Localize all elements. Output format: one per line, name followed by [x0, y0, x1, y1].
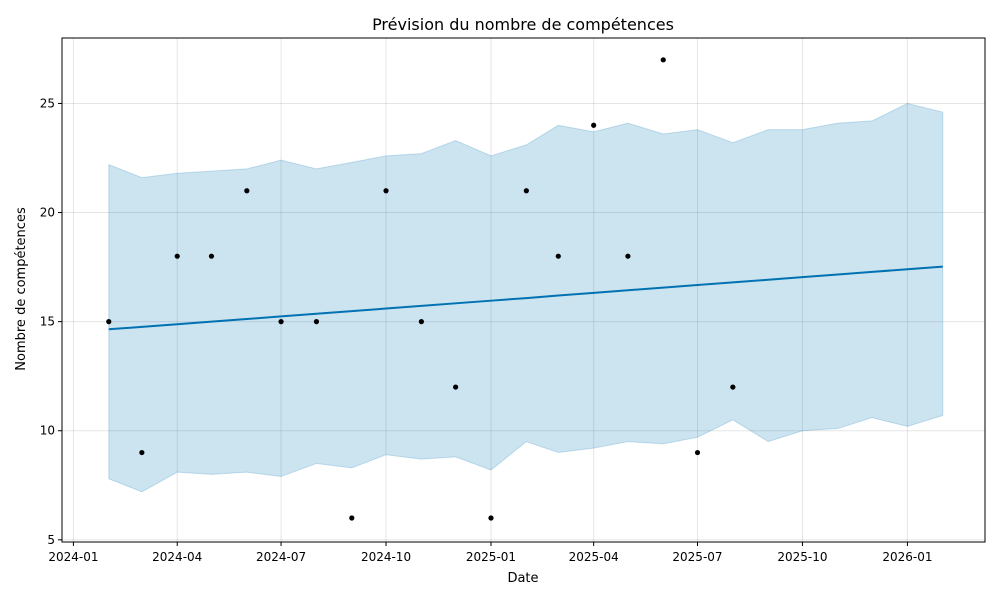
forecast-line-layer	[108, 265, 943, 331]
observed-point	[244, 188, 250, 194]
x-tick-label: 2026-01	[882, 550, 932, 564]
observed-point	[383, 188, 389, 194]
observed-point	[139, 449, 145, 456]
observed-points-layer	[106, 57, 736, 521]
y-tick-label: 5	[47, 533, 55, 547]
y-tick-label: 10	[40, 424, 55, 438]
observed-point	[418, 319, 424, 325]
x-tick-label: 2024-04	[152, 550, 202, 564]
y-axis-label: Nombre de compétences	[14, 207, 29, 371]
observed-point	[174, 253, 180, 259]
x-tick-label: 2024-10	[361, 550, 411, 564]
chart-title: Prévision du nombre de compétences	[372, 15, 674, 34]
plot-frame	[61, 37, 986, 543]
observed-point	[555, 253, 561, 259]
observed-point	[523, 188, 529, 194]
observed-point	[349, 515, 355, 521]
y-tick-label: 20	[40, 206, 55, 220]
observed-point	[453, 384, 459, 390]
observed-point	[730, 384, 736, 390]
observed-point	[106, 319, 112, 325]
observed-point	[591, 122, 597, 128]
observed-point	[694, 449, 701, 456]
observed-point	[660, 57, 666, 63]
y-tick-label: 25	[40, 96, 55, 110]
observed-point	[625, 253, 631, 259]
observed-point	[208, 253, 215, 259]
x-tick-label: 2025-07	[672, 550, 722, 564]
x-axis-label: Date	[507, 571, 538, 586]
y-axis-ticks: 5 10 15 20 25	[40, 96, 62, 547]
x-tick-label: 2025-01	[466, 550, 516, 564]
x-tick-label: 2025-10	[777, 550, 827, 564]
x-tick-label: 2024-07	[256, 550, 306, 564]
y-tick-label: 15	[40, 315, 55, 329]
x-tick-label: 2024-01	[48, 550, 98, 564]
observed-point	[313, 319, 320, 325]
observed-point	[278, 319, 284, 325]
x-tick-label: 2025-04	[569, 550, 619, 564]
forecast-line	[108, 265, 943, 331]
x-axis-ticks: 2024-01 2024-04 2024-07 2024-10 2025-01 2025-…	[48, 542, 932, 564]
observed-point	[488, 515, 494, 521]
